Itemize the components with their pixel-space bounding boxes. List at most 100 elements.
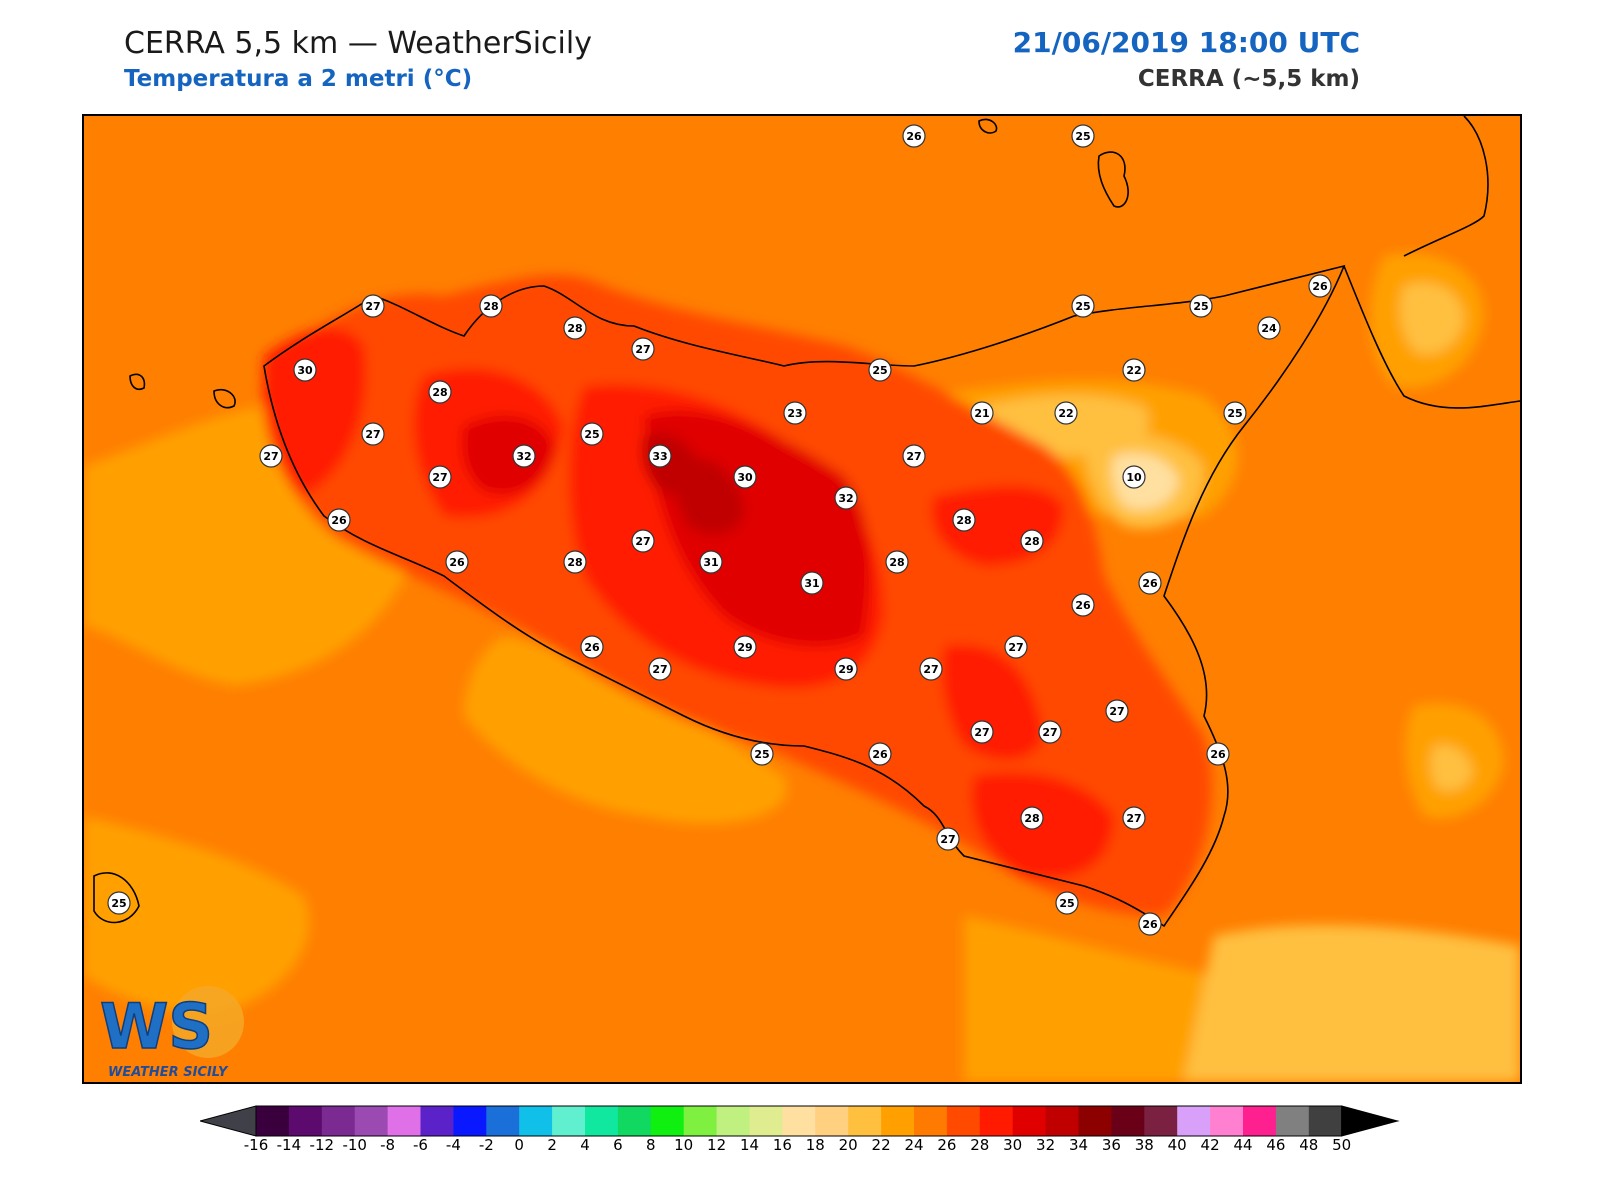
- station-marker: 27: [648, 657, 672, 681]
- station-marker: 22: [1122, 358, 1146, 382]
- colorbar-swatch: [552, 1106, 586, 1136]
- colorbar-tick-label: 30: [1003, 1136, 1023, 1154]
- colorbar-swatch: [716, 1106, 750, 1136]
- station-value: 26: [584, 641, 600, 654]
- station-value: 26: [872, 748, 888, 761]
- colorbar-swatch: [979, 1106, 1014, 1136]
- colorbar-tick-label: -8: [380, 1136, 396, 1154]
- coastline: [93, 116, 1520, 928]
- temperature-field: [84, 253, 1520, 1082]
- colorbar-tick-label: -16: [243, 1136, 269, 1154]
- station-circle: [733, 635, 757, 659]
- station-marker: 25: [1055, 891, 1079, 915]
- station-circle: [868, 358, 892, 382]
- station-marker: 21: [970, 401, 994, 425]
- station-circle: [1122, 465, 1146, 489]
- colorbar-swatch: [1177, 1106, 1211, 1136]
- station-marker: 26: [1138, 912, 1162, 936]
- map-canvas: 26 25 27 28 28 27 25 25 26 24 30 28 27 23 25 22 21 22 25 27…: [84, 116, 1520, 1082]
- station-marker: 27: [631, 337, 655, 361]
- colorbar-tick-label: 24: [904, 1136, 924, 1154]
- weathersicily-logo: WS WEATHER SICILY: [99, 986, 244, 1080]
- station-circle: [1257, 316, 1281, 340]
- station-value: 27: [652, 663, 667, 676]
- station-marker: 26: [1206, 742, 1230, 766]
- station-circle: [327, 508, 351, 532]
- station-circle: [1071, 593, 1095, 617]
- station-value: 10: [1126, 471, 1142, 484]
- station-circle: [1223, 401, 1247, 425]
- station-value: 28: [483, 300, 498, 313]
- station-marker: 25: [1223, 401, 1247, 425]
- station-value: 28: [889, 556, 904, 569]
- station-circle: [834, 657, 858, 681]
- station-circle: [107, 891, 131, 915]
- colorbar-swatch: [288, 1106, 323, 1136]
- station-circle: [361, 422, 385, 446]
- station-circle: [631, 337, 655, 361]
- colorbar-swatch: [453, 1106, 487, 1136]
- station-marker: 30: [293, 358, 317, 382]
- colorbar-tick-label: 10: [674, 1136, 694, 1154]
- station-marker: 26: [1308, 274, 1332, 298]
- colorbar-tick-label: 22: [871, 1136, 891, 1154]
- station-circle: [1020, 806, 1044, 830]
- colorbar-tick-label: 38: [1134, 1136, 1154, 1154]
- colorbar-tick-label: -6: [413, 1136, 428, 1154]
- station-value: 29: [737, 641, 752, 654]
- station-circle: [648, 657, 672, 681]
- station-marker: 22: [1054, 401, 1078, 425]
- station-marker: 25: [107, 891, 131, 915]
- colorbar-swatch: [683, 1106, 718, 1136]
- station-circle: [750, 742, 774, 766]
- colorbar-tick-label: 26: [937, 1136, 957, 1154]
- station-marker: 26: [1071, 593, 1095, 617]
- station-value: 25: [1227, 407, 1242, 420]
- colorbar-tick-label: 40: [1167, 1136, 1187, 1154]
- station-marker: 26: [327, 508, 351, 532]
- station-marker: 28: [563, 316, 587, 340]
- station-value: 28: [432, 386, 447, 399]
- colorbar-tick-label: 4: [580, 1136, 590, 1154]
- map-subtitle: Temperatura a 2 metri (°C): [124, 66, 473, 92]
- station-circle: [970, 720, 994, 744]
- station-value: 27: [1109, 705, 1124, 718]
- colorbar-tick-label: 18: [805, 1136, 825, 1154]
- station-circle: [1038, 720, 1062, 744]
- colorbar-tick-label: 2: [547, 1136, 557, 1154]
- colorbar-swatch: [585, 1106, 619, 1136]
- colorbar-tick-label: 32: [1036, 1136, 1056, 1154]
- station-circle: [699, 550, 723, 574]
- station-value: 27: [906, 450, 921, 463]
- colorbar-tick-label: 34: [1068, 1136, 1089, 1154]
- station-circle: [1020, 529, 1044, 553]
- station-circle: [361, 294, 385, 318]
- colorbar-tick-label: 6: [613, 1136, 623, 1154]
- colorbar-swatch: [881, 1106, 915, 1136]
- station-marker: 33: [648, 444, 672, 468]
- station-circle: [1138, 912, 1162, 936]
- station-circle: [259, 444, 283, 468]
- station-value: 25: [1193, 300, 1208, 313]
- station-marker: 27: [1122, 806, 1146, 830]
- colorbar-tick-label: 36: [1101, 1136, 1121, 1154]
- temperature-map[interactable]: 26 25 27 28 28 27 25 25 26 24 30 28 27 23 25 22 21 22 25 27…: [82, 114, 1522, 1084]
- station-value: 24: [1261, 322, 1277, 335]
- station-value: 26: [1210, 748, 1226, 761]
- station-marker: 28: [563, 550, 587, 574]
- station-value: 27: [635, 343, 650, 356]
- station-circle: [293, 358, 317, 382]
- station-value: 27: [940, 833, 955, 846]
- station-value: 28: [567, 556, 582, 569]
- station-value: 26: [1075, 599, 1091, 612]
- station-marker: 27: [902, 444, 926, 468]
- colorbar-swatch: [617, 1106, 652, 1136]
- station-value: 31: [703, 556, 718, 569]
- station-value: 28: [567, 322, 582, 335]
- station-marker: 29: [733, 635, 757, 659]
- station-value: 26: [1142, 918, 1158, 931]
- colorbar-swatch: [354, 1106, 389, 1136]
- station-value: 23: [787, 407, 802, 420]
- colorbar-swatch: [815, 1106, 849, 1136]
- station-circle: [580, 422, 604, 446]
